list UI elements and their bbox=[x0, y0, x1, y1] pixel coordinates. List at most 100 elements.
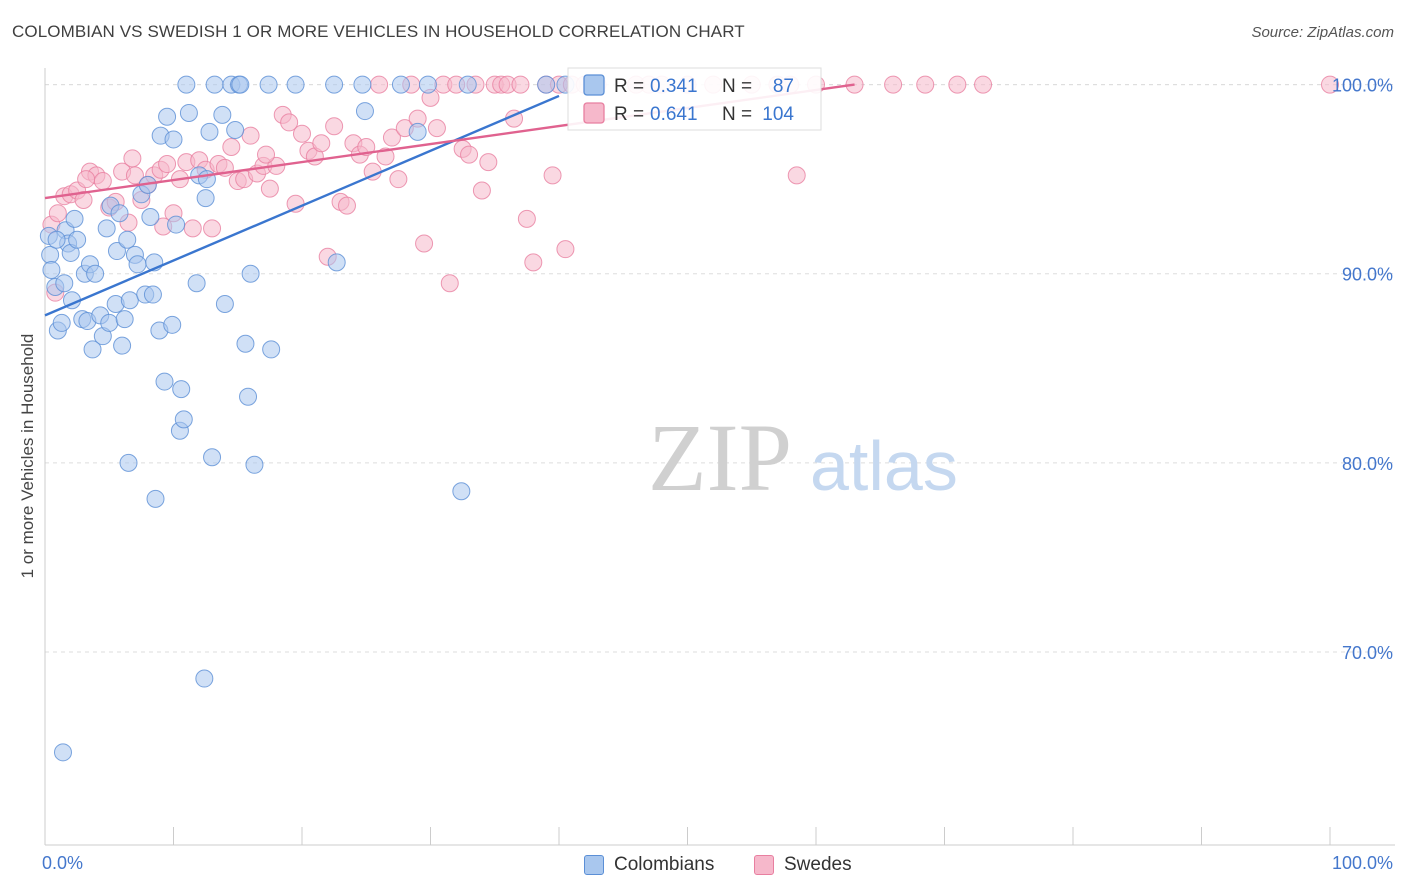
swedes-point bbox=[382, 128, 401, 147]
swedes-point bbox=[389, 170, 408, 189]
swedes-point bbox=[556, 240, 575, 259]
swedes-n-label: N = bbox=[722, 104, 752, 125]
colombians-point bbox=[205, 75, 224, 94]
colombians-point bbox=[143, 285, 162, 304]
y-tick-label: 90.0% bbox=[1342, 265, 1393, 285]
colombians-point bbox=[100, 313, 119, 332]
swedes-point bbox=[415, 234, 434, 253]
swedes-point bbox=[1321, 75, 1339, 94]
swedes-point bbox=[370, 75, 389, 94]
swedes-point bbox=[948, 75, 967, 94]
tick-labels: 70.0% 80.0% 90.0% 100.0% 0.0% 100.0% bbox=[42, 76, 1393, 873]
swedes-point bbox=[524, 253, 543, 272]
colombians-point bbox=[408, 122, 427, 141]
colombians-point bbox=[241, 264, 260, 283]
swedes-point bbox=[440, 274, 459, 293]
x-tick-label-min: 0.0% bbox=[42, 853, 83, 873]
y-tick-label: 80.0% bbox=[1342, 454, 1393, 474]
colombians-r-value: 0.341 bbox=[650, 76, 698, 97]
colombians-point bbox=[55, 274, 74, 293]
colombians-point bbox=[327, 253, 346, 272]
swedes-point bbox=[48, 204, 67, 223]
swedes-point bbox=[241, 126, 260, 145]
colombians-point bbox=[226, 120, 245, 139]
colombians-point bbox=[452, 482, 471, 501]
legend-swedes-label: Swedes bbox=[784, 854, 852, 875]
colombians-point bbox=[195, 669, 214, 688]
swedes-r-value: 0.641 bbox=[650, 104, 698, 125]
colombians-point bbox=[418, 75, 437, 94]
colombians-point bbox=[187, 274, 206, 293]
colombians-point bbox=[325, 75, 344, 94]
legend-item-swedes: Swedes bbox=[754, 852, 852, 878]
swedes-point bbox=[260, 179, 279, 198]
stats-legend: R = 0.341 N = 87 R = 0.641 N = 104 bbox=[567, 67, 822, 131]
legend-swedes-swatch bbox=[754, 855, 774, 875]
chart-title: COLOMBIAN VS SWEDISH 1 OR MORE VEHICLES … bbox=[12, 22, 745, 41]
swedes-point bbox=[916, 75, 935, 94]
colombians-point bbox=[113, 336, 132, 355]
colombians-point bbox=[42, 260, 61, 279]
colombians-swatch bbox=[583, 74, 605, 96]
colombians-points bbox=[39, 75, 575, 762]
swedes-point bbox=[158, 155, 177, 174]
colombians-point bbox=[197, 170, 216, 189]
swedes-point bbox=[376, 147, 395, 166]
colombians-point bbox=[391, 75, 410, 94]
swedes-point bbox=[884, 75, 903, 94]
colombians-point bbox=[215, 295, 234, 314]
colombians-point bbox=[107, 242, 126, 261]
colombians-point bbox=[141, 208, 160, 226]
colombians-point bbox=[458, 75, 477, 94]
swedes-point bbox=[93, 172, 112, 191]
colombians-point bbox=[119, 453, 138, 472]
swedes-point bbox=[511, 75, 530, 94]
swedes-swatch bbox=[583, 102, 605, 124]
legend-colombians-label: Colombians bbox=[614, 854, 715, 875]
colombians-point bbox=[245, 455, 264, 474]
swedes-point bbox=[543, 166, 562, 185]
swedes-point bbox=[257, 145, 276, 164]
colombians-point bbox=[259, 75, 278, 94]
swedes-point bbox=[472, 181, 491, 200]
swedes-point bbox=[337, 196, 356, 215]
colombians-point bbox=[97, 219, 116, 238]
swedes-point bbox=[280, 113, 299, 132]
swedes-point bbox=[222, 138, 241, 157]
colombians-n-value: 87 bbox=[773, 76, 794, 97]
colombians-point bbox=[155, 372, 174, 391]
swedes-point bbox=[77, 170, 96, 189]
swedes-point bbox=[312, 134, 331, 153]
colombians-point bbox=[196, 189, 215, 208]
colombians-point bbox=[167, 215, 186, 234]
colombians-point bbox=[236, 334, 255, 353]
y-tick-label: 100.0% bbox=[1332, 76, 1393, 96]
watermark-zip-text: ZIP bbox=[648, 404, 792, 511]
colombians-point bbox=[47, 230, 66, 249]
colombians-point bbox=[213, 105, 232, 124]
swedes-point bbox=[460, 145, 479, 164]
swedes-point bbox=[517, 209, 536, 228]
colombians-point bbox=[177, 75, 196, 94]
swedes-r-label: R = bbox=[614, 104, 644, 125]
colombians-point bbox=[120, 291, 139, 310]
colombians-point bbox=[115, 310, 134, 329]
colombians-point bbox=[200, 122, 219, 141]
colombians-point bbox=[52, 313, 71, 332]
y-tick-label: 70.0% bbox=[1342, 643, 1393, 663]
colombians-point bbox=[53, 743, 72, 762]
colombians-point bbox=[163, 315, 182, 334]
watermark-atlas: atlas bbox=[810, 427, 958, 505]
swedes-point bbox=[787, 166, 806, 185]
swedes-point bbox=[203, 219, 222, 238]
swedes-point bbox=[123, 149, 142, 168]
colombians-point bbox=[537, 75, 556, 94]
colombians-point bbox=[110, 204, 129, 223]
colombians-point bbox=[174, 410, 193, 429]
colombians-point bbox=[353, 75, 372, 94]
swedes-n-value: 104 bbox=[762, 104, 794, 125]
colombians-point bbox=[158, 107, 177, 126]
colombians-point bbox=[262, 340, 281, 359]
colombians-point bbox=[83, 340, 102, 359]
